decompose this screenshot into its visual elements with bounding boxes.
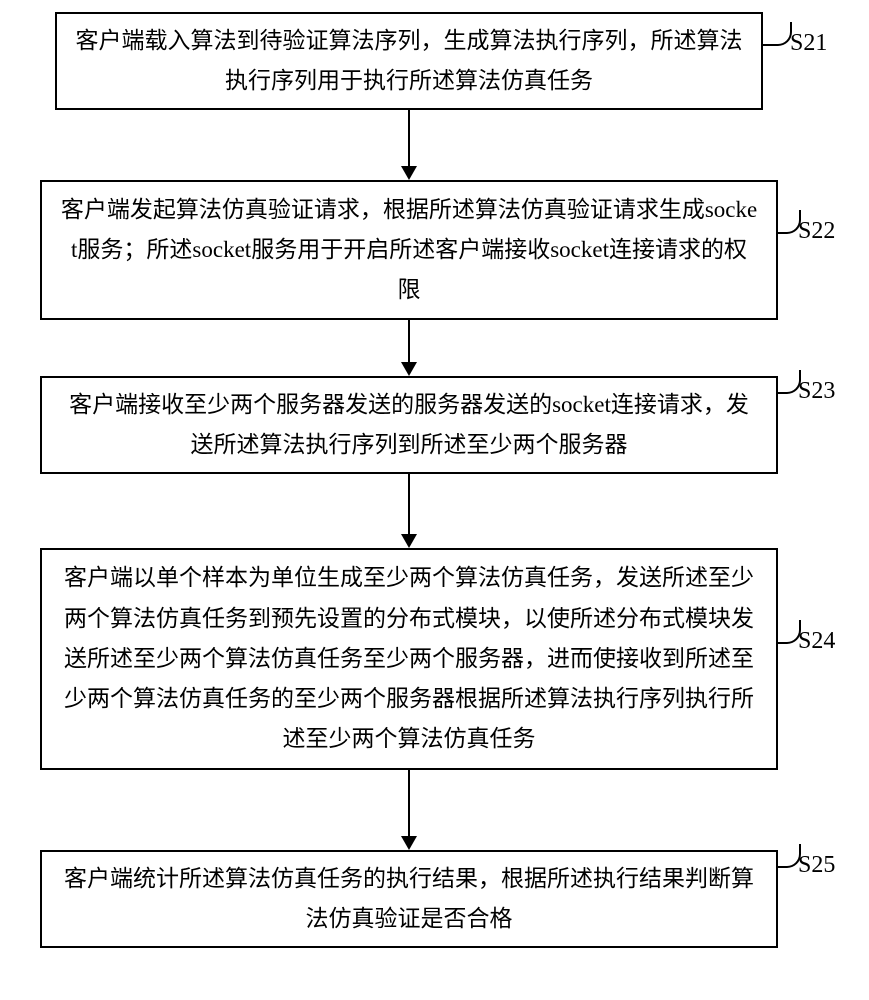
arrow-head-icon [401, 836, 417, 850]
node-label-s24: S24 [798, 628, 835, 655]
node-text: 客户端发起算法仿真验证请求，根据所述算法仿真验证请求生成socket服务；所述s… [60, 190, 758, 311]
flowchart-node-s21: 客户端载入算法到待验证算法序列，生成算法执行序列，所述算法执行序列用于执行所述算… [55, 12, 763, 110]
node-label-s25: S25 [798, 852, 835, 879]
flowchart-node-s23: 客户端接收至少两个服务器发送的服务器发送的socket连接请求，发送所述算法执行… [40, 376, 778, 474]
node-text: 客户端载入算法到待验证算法序列，生成算法执行序列，所述算法执行序列用于执行所述算… [75, 21, 743, 102]
node-text: 客户端接收至少两个服务器发送的服务器发送的socket连接请求，发送所述算法执行… [60, 385, 758, 466]
node-label-s22: S22 [798, 218, 835, 245]
node-label-s21: S21 [790, 30, 827, 57]
flowchart-node-s25: 客户端统计所述算法仿真任务的执行结果，根据所述执行结果判断算法仿真验证是否合格 [40, 850, 778, 948]
node-text: 客户端以单个样本为单位生成至少两个算法仿真任务，发送所述至少两个算法仿真任务到预… [60, 558, 758, 759]
flowchart-node-s24: 客户端以单个样本为单位生成至少两个算法仿真任务，发送所述至少两个算法仿真任务到预… [40, 548, 778, 770]
arrow-head-icon [401, 534, 417, 548]
arrow-head-icon [401, 166, 417, 180]
arrow-head-icon [401, 362, 417, 376]
arrow-line [408, 770, 410, 836]
node-label-s23: S23 [798, 378, 835, 405]
node-text: 客户端统计所述算法仿真任务的执行结果，根据所述执行结果判断算法仿真验证是否合格 [60, 859, 758, 940]
label-connector [762, 22, 792, 46]
flowchart-canvas: 客户端载入算法到待验证算法序列，生成算法执行序列，所述算法执行序列用于执行所述算… [0, 0, 869, 1000]
flowchart-node-s22: 客户端发起算法仿真验证请求，根据所述算法仿真验证请求生成socket服务；所述s… [40, 180, 778, 320]
arrow-line [408, 110, 410, 166]
arrow-line [408, 320, 410, 362]
arrow-line [408, 474, 410, 534]
